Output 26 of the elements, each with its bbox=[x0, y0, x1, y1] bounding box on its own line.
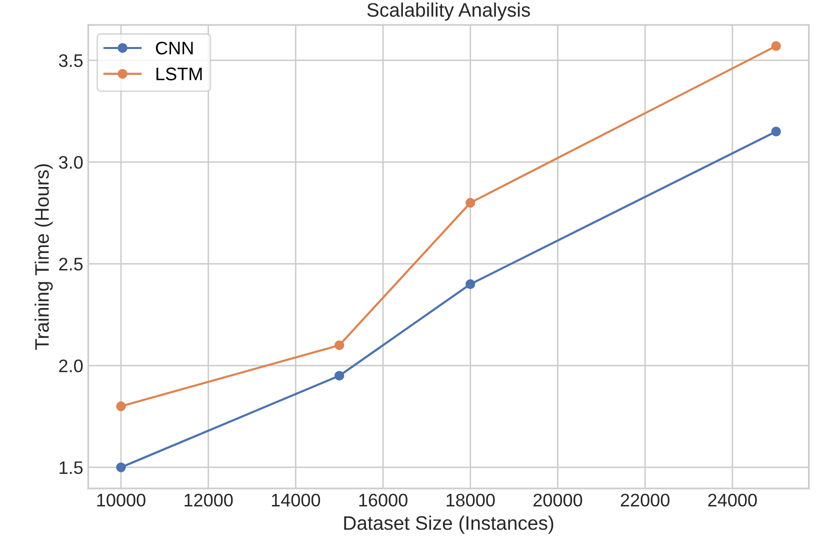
x-tick-label: 22000 bbox=[620, 494, 670, 507]
point bbox=[116, 462, 126, 472]
x-tick-label: 14000 bbox=[272, 494, 320, 507]
x-tick-label: 10000 bbox=[97, 494, 146, 507]
point bbox=[466, 279, 476, 290]
x-tick-label: 18000 bbox=[446, 494, 495, 507]
y-tick-label: 1.5 bbox=[60, 461, 83, 474]
x-tick-label: 12000 bbox=[184, 494, 233, 507]
x-tick-label: 24000 bbox=[708, 494, 757, 507]
y-axis-title: Training Time (Hours) bbox=[34, 164, 53, 350]
point bbox=[466, 198, 476, 208]
legend-label: LSTM bbox=[156, 68, 202, 80]
chart-title: Scalability Analysis bbox=[367, 2, 530, 21]
y-tick-label: 3.5 bbox=[58, 54, 83, 68]
y-tick-label: 3.0 bbox=[58, 156, 83, 169]
point bbox=[116, 401, 126, 412]
y-tick-label: 2.5 bbox=[59, 258, 83, 271]
x-axis-title: Dataset Size (Instances) bbox=[344, 516, 554, 534]
y-tick-label: 2.0 bbox=[59, 360, 83, 372]
point bbox=[771, 41, 781, 51]
legend-label: CNN bbox=[156, 42, 193, 54]
x-tick-label: 20000 bbox=[534, 494, 582, 507]
point bbox=[334, 340, 344, 350]
point bbox=[771, 126, 781, 136]
x-tick-label: 16000 bbox=[359, 494, 408, 507]
point bbox=[334, 370, 344, 381]
